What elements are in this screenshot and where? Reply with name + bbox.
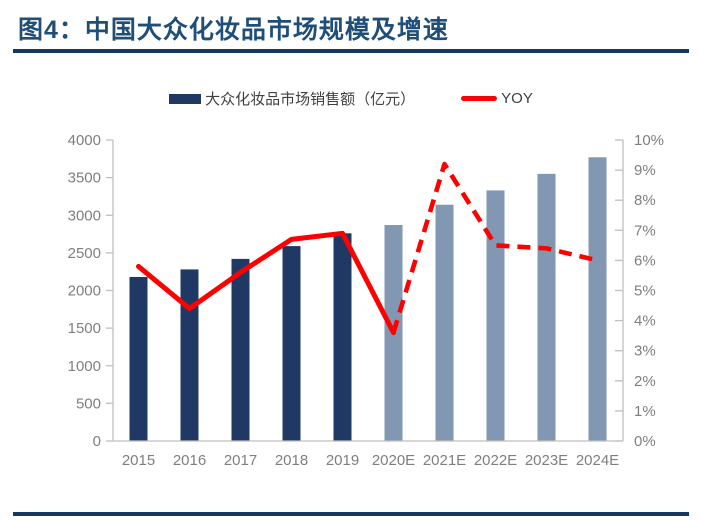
yoy-line-dashed (391, 161, 599, 334)
right-axis-label: 4% (634, 313, 656, 330)
x-axis-label: 2022E (474, 452, 517, 469)
line-series-swatch (461, 96, 498, 101)
bar-2017 (231, 258, 250, 441)
bar-2023E (537, 173, 556, 442)
right-axis-label: 10% (634, 132, 664, 149)
x-axis-label: 2015 (122, 452, 155, 469)
right-axis-label: 0% (634, 433, 656, 450)
left-axis-label: 3000 (68, 207, 101, 224)
x-axis-label: 2023E (525, 452, 568, 469)
legend-item-yoy: YOY (461, 90, 533, 107)
x-axis-label: 2016 (173, 452, 206, 469)
right-axis-label: 3% (634, 343, 656, 360)
left-axis-label: 0 (93, 433, 101, 450)
right-axis-label: 2% (634, 373, 656, 390)
right-axis-label: 6% (634, 252, 656, 269)
footer-rule (13, 512, 689, 516)
bar-2015 (129, 276, 148, 441)
right-axis-label: 7% (634, 222, 656, 239)
combo-chart: 0 500 1000 1500 2000 2500 3000 3500 4000 0% 1% 2% 3%… (68, 132, 664, 469)
bar-2022E (486, 190, 505, 441)
left-axis-label: 1500 (68, 320, 101, 337)
bar-2016 (180, 269, 199, 441)
right-axis-label: 5% (634, 283, 656, 300)
bar-2021E (435, 204, 454, 441)
yoy-line-solid (136, 230, 396, 336)
x-axis-label: 2020E (372, 452, 415, 469)
bar-series-swatch (169, 93, 202, 104)
figure-title: 图4：中国大众化妆品市场规模及增速 (18, 16, 449, 44)
left-axis-label: 1000 (68, 358, 101, 375)
x-axis-label: 2019 (326, 452, 359, 469)
x-axis-label: 2017 (224, 452, 257, 469)
x-axis-label: 2024E (576, 452, 619, 469)
x-axis-label: 2021E (423, 452, 466, 469)
left-axis-label: 4000 (68, 132, 101, 149)
right-axis-label: 8% (634, 192, 656, 209)
legend-label-yoy: YOY (501, 90, 533, 107)
chart-legend: 大众化妆品市场销售额（亿元） YOY (0, 88, 702, 109)
left-axis-label: 500 (76, 395, 101, 412)
x-axis-label: 2018 (275, 452, 308, 469)
left-axis-label: 2500 (68, 245, 101, 262)
bar-2024E (588, 157, 607, 441)
header-rule (13, 49, 689, 53)
legend-label-sales: 大众化妆品市场销售额（亿元） (205, 91, 416, 108)
left-axis-label: 3500 (68, 170, 101, 187)
bar-2019 (333, 233, 352, 441)
legend-item-sales: 大众化妆品市场销售额（亿元） (169, 88, 415, 109)
right-axis-label: 9% (634, 162, 656, 179)
left-axis-label: 2000 (68, 283, 101, 300)
right-axis-label: 1% (634, 403, 656, 420)
bar-2018 (282, 246, 301, 441)
